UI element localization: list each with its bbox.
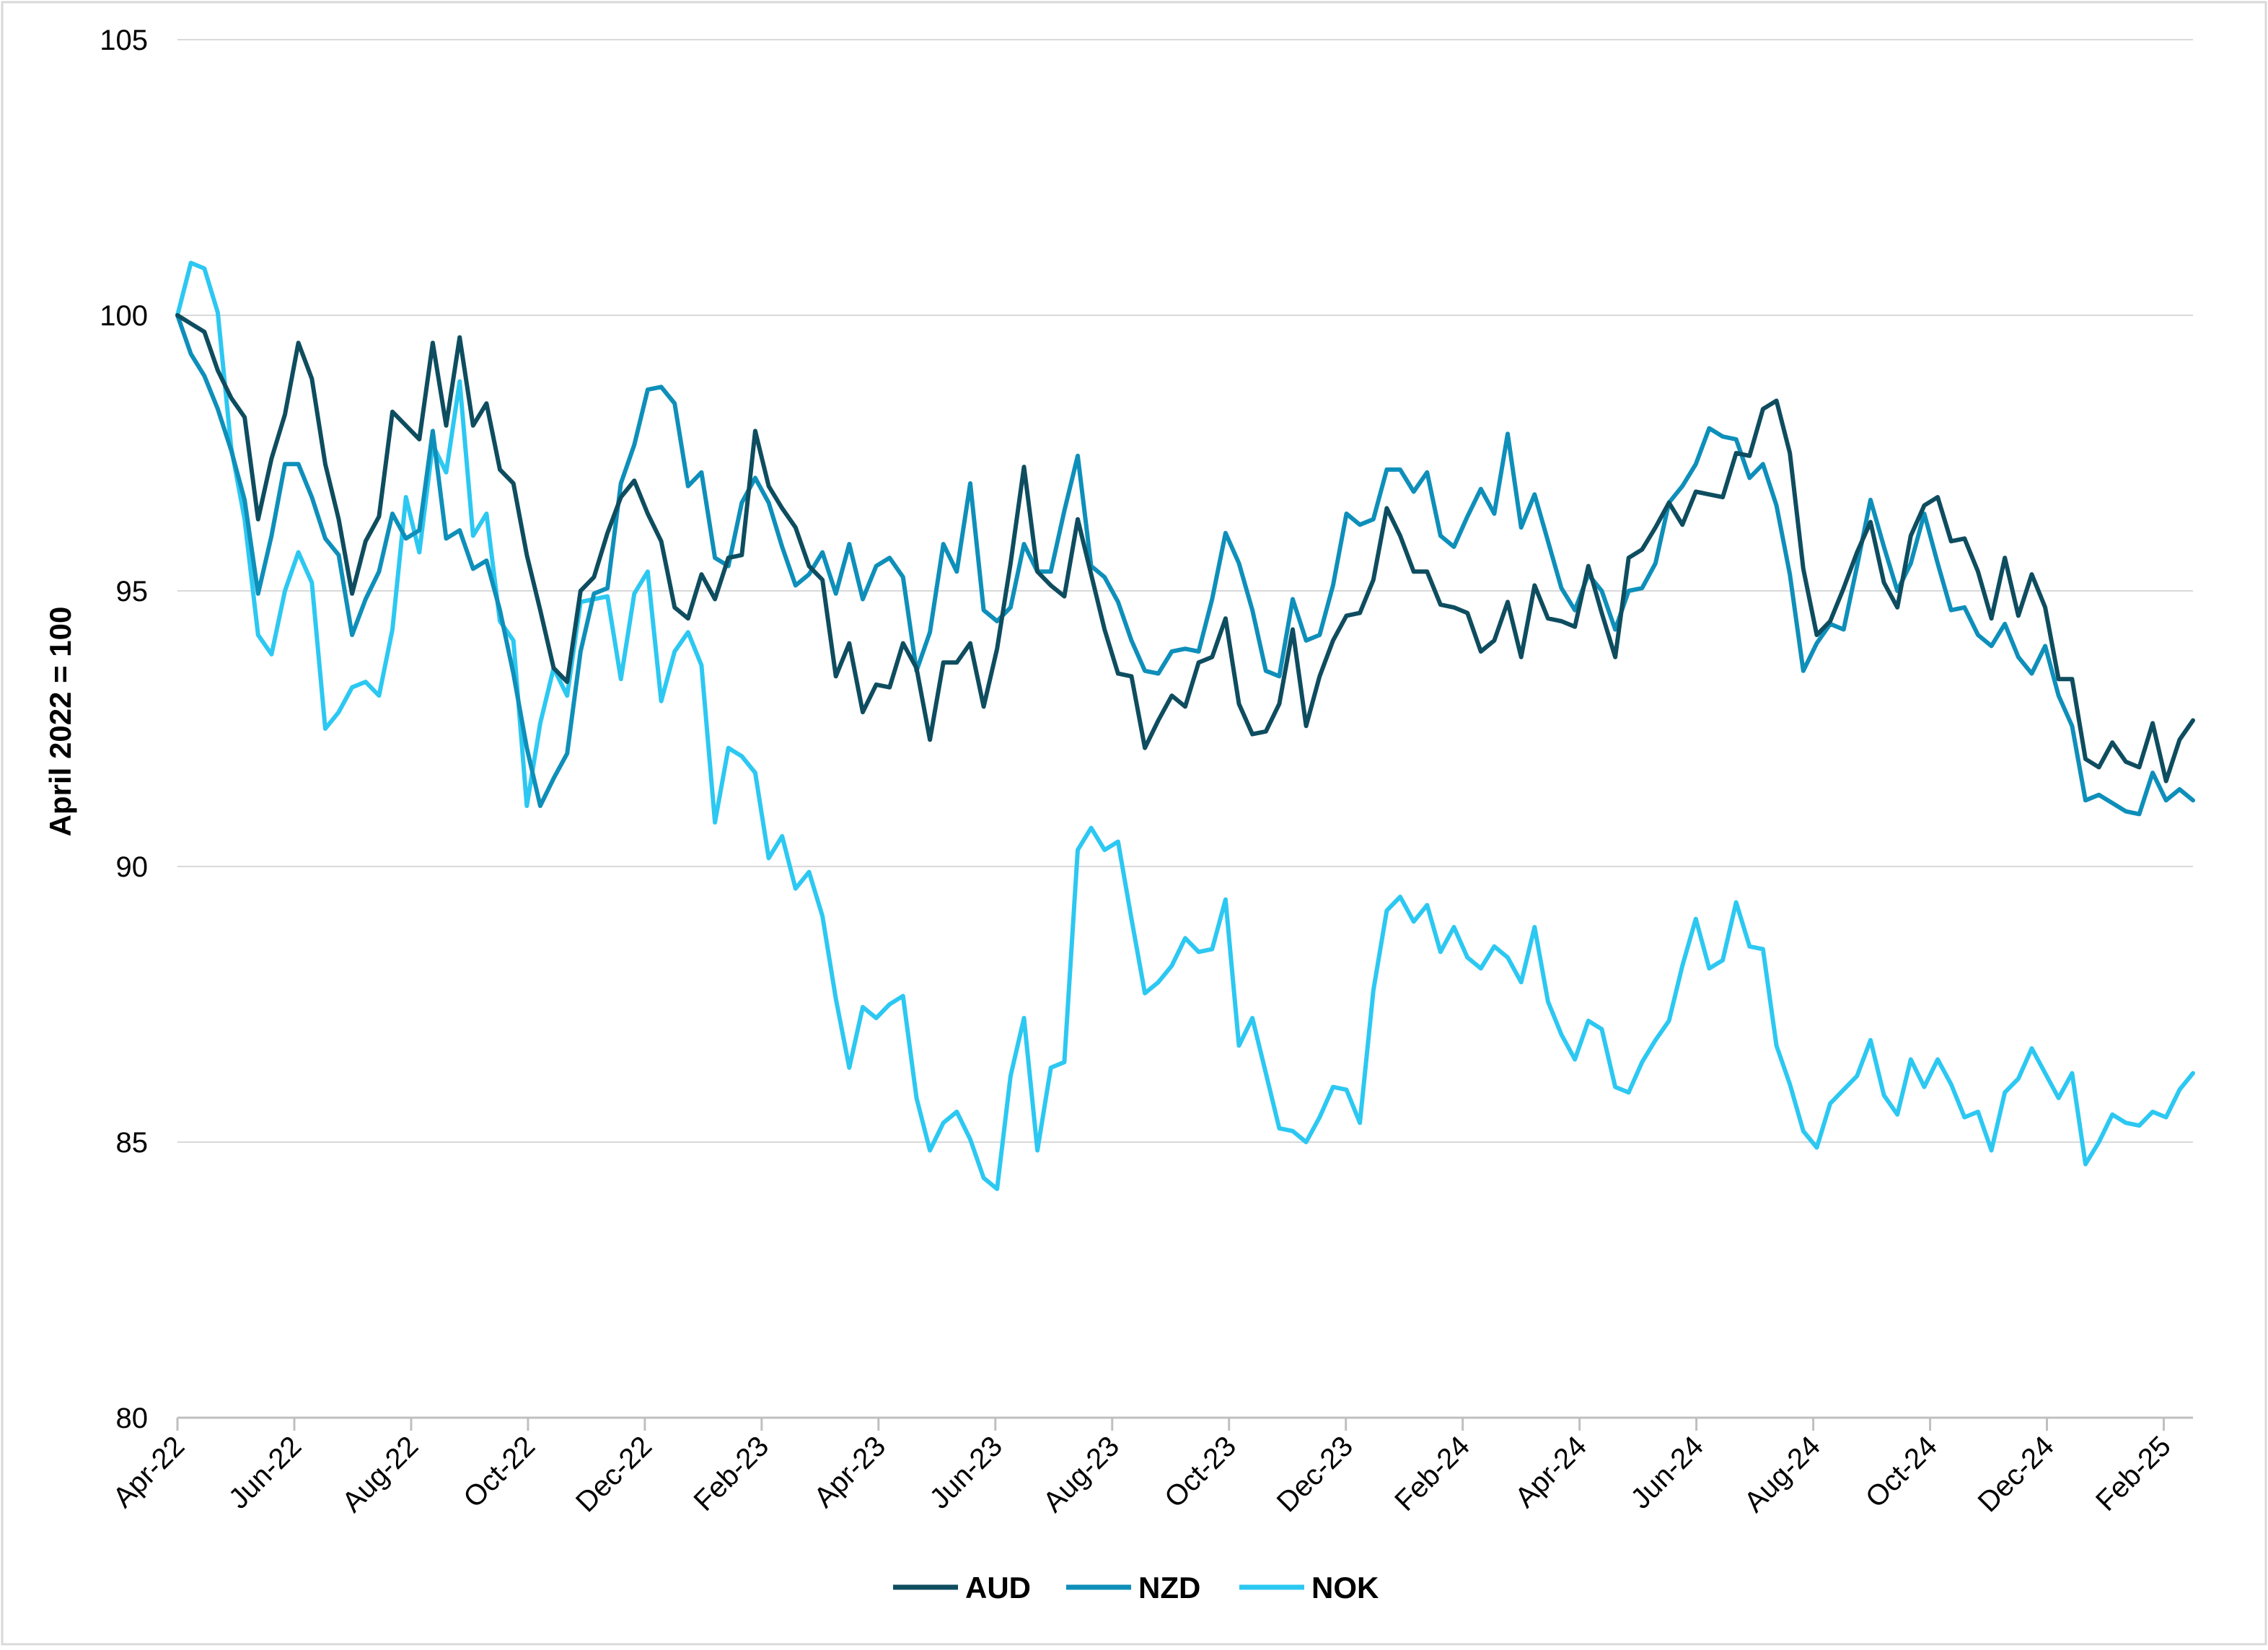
series-line-nzd	[175, 313, 2195, 817]
y-tick-label: 80	[116, 1403, 149, 1434]
legend-label-aud: AUD	[965, 1571, 1031, 1605]
legend: AUD NZD NOK	[893, 1571, 1379, 1605]
y-axis-label: April 2022 = 100	[43, 607, 77, 837]
y-axis-ticks: 80 85 90 95 100 105	[100, 25, 148, 1434]
series-line-nok	[175, 260, 2195, 1191]
series-lines	[175, 260, 2195, 1191]
legend-label-nzd: NZD	[1138, 1571, 1200, 1605]
series-line-aud	[175, 313, 2195, 784]
y-tick-label: 100	[100, 300, 148, 332]
y-tick-label: 90	[116, 851, 149, 883]
legend-label-nok: NOK	[1311, 1571, 1379, 1605]
y-tick-label: 105	[100, 25, 148, 56]
y-tick-label: 95	[116, 576, 149, 607]
y-tick-label: 85	[116, 1127, 149, 1159]
gridlines	[177, 39, 2193, 1143]
